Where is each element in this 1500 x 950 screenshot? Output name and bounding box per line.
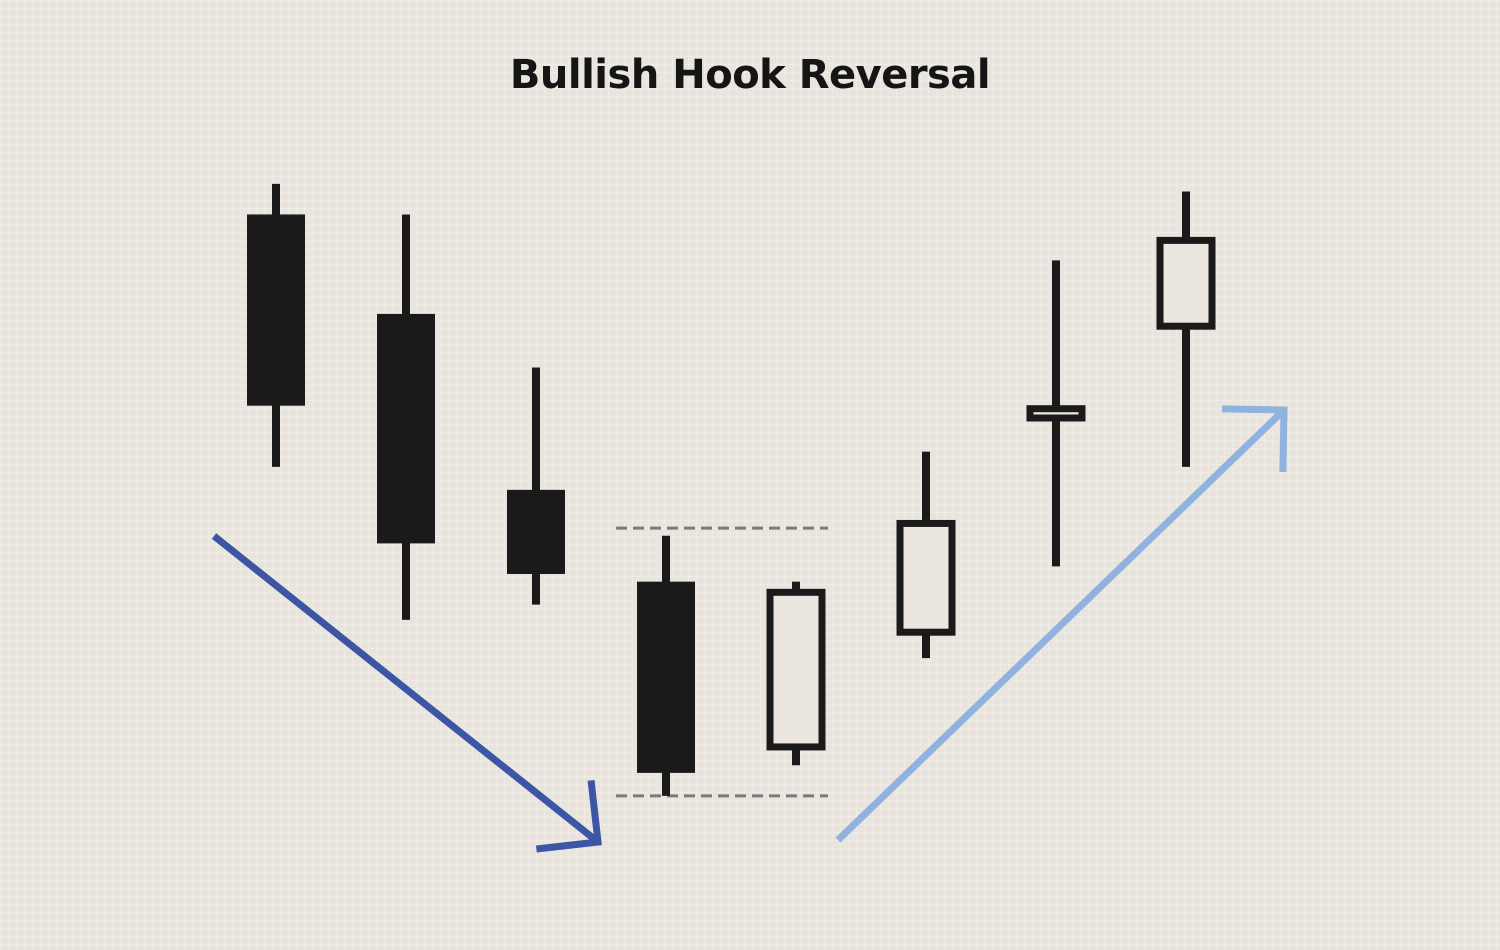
- candle-6: [896, 451, 956, 659]
- downtrend-arrow: [211, 533, 602, 853]
- candle-3-body: [507, 489, 565, 574]
- candle-6-body: [896, 519, 956, 636]
- candle-2-body: [377, 313, 435, 544]
- candle-8-body: [1156, 236, 1216, 330]
- downtrend-arrow-head: [535, 779, 602, 853]
- candle-8: [1156, 191, 1216, 467]
- candle-5: [766, 581, 826, 766]
- chart-title: Bullish Hook Reversal: [509, 52, 991, 98]
- downtrend-arrow-shaft: [211, 533, 601, 845]
- reference-lines: [616, 526, 828, 798]
- candle-2: [377, 214, 435, 620]
- candle-4-body: [637, 581, 695, 773]
- uptrend-arrow-head: [1221, 405, 1288, 473]
- uptrend-arrow-shaft: [835, 407, 1287, 843]
- trend-arrows: [211, 405, 1288, 853]
- candle-1: [247, 183, 305, 467]
- candle-7-body: [1026, 405, 1086, 422]
- uptrend-arrow: [835, 405, 1288, 843]
- candle-3: [507, 367, 565, 605]
- candle-7: [1026, 260, 1086, 567]
- candle-4: [637, 535, 695, 796]
- candle-5-body: [766, 588, 826, 751]
- candle-1-body: [247, 214, 305, 406]
- candles: [247, 183, 1216, 796]
